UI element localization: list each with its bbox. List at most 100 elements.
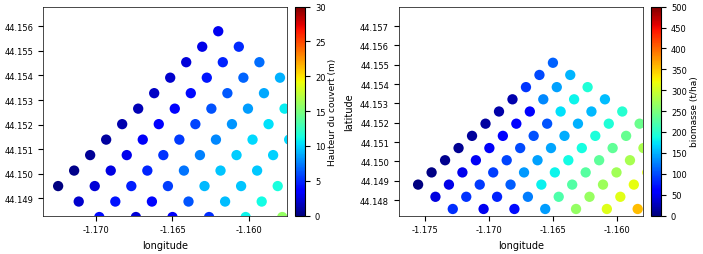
Point [334,231,345,235]
Point [245,246,256,250]
Point [676,195,688,199]
Point [325,169,336,173]
Point [304,153,316,157]
Point [110,200,121,204]
Point [142,169,153,173]
Point [130,215,141,219]
Point [93,215,105,219]
Point [101,138,112,142]
Point [345,184,356,188]
Point [361,169,373,173]
Point [263,123,274,127]
Point [350,215,361,219]
Point [510,122,522,126]
Point [509,207,520,211]
Point [165,76,176,81]
Point [655,158,666,163]
Point [133,107,144,111]
Point [457,171,468,175]
Point [179,169,190,173]
Point [413,183,424,187]
Point [356,138,368,142]
Point [686,158,697,163]
Point [316,107,327,111]
Point [567,183,578,187]
Point [259,92,270,96]
Point [199,184,210,188]
Point [538,98,549,102]
Point [336,123,347,127]
Point [532,158,543,163]
Point [151,231,162,235]
Point [557,219,568,223]
Point [534,74,545,78]
Point [632,207,643,211]
Point [247,138,258,142]
Point [53,184,64,188]
Point [197,45,208,50]
Point [526,219,537,223]
Point [505,183,516,187]
Point [501,158,512,163]
Point [309,184,320,188]
Y-axis label: Hauteur du couvert (m): Hauteur du couvert (m) [328,58,337,165]
Point [183,200,194,204]
Point [574,231,586,235]
Point [690,183,701,187]
Point [520,86,531,90]
Point [314,215,325,219]
Point [586,110,597,114]
Point [621,134,632,138]
Point [84,153,96,157]
Point [555,110,566,114]
Point [318,246,329,250]
Point [277,215,288,219]
Point [387,215,398,219]
X-axis label: longitude: longitude [142,240,188,250]
Point [518,171,529,175]
Point [562,158,574,163]
Point [115,231,126,235]
Point [341,153,352,157]
Point [624,158,636,163]
Point [559,134,570,138]
Point [669,147,680,151]
Point [121,153,132,157]
Point [172,246,183,250]
Point [73,200,84,204]
Point [268,153,279,157]
Point [398,169,409,173]
X-axis label: longitude: longitude [498,240,544,250]
Point [593,158,605,163]
Point [465,219,476,223]
Point [418,184,430,188]
Point [536,183,547,187]
Point [272,184,283,188]
Point [181,61,192,65]
Point [530,244,541,248]
Point [548,61,559,66]
Point [561,244,572,248]
Point [496,219,507,223]
Point [201,76,212,81]
Point [540,207,551,211]
Point [295,92,307,96]
Point [439,158,451,163]
Point [146,200,157,204]
Point [572,122,583,126]
Point [507,98,518,102]
Point [208,246,219,250]
Point [598,183,609,187]
Point [137,138,148,142]
Point [382,184,393,188]
Point [524,110,536,114]
Point [611,171,622,175]
Point [642,171,653,175]
Point [206,107,217,111]
Point [653,244,664,248]
Point [292,200,304,204]
Point [210,138,221,142]
Point [219,200,231,204]
Point [226,123,238,127]
Y-axis label: latitude: latitude [344,93,354,130]
